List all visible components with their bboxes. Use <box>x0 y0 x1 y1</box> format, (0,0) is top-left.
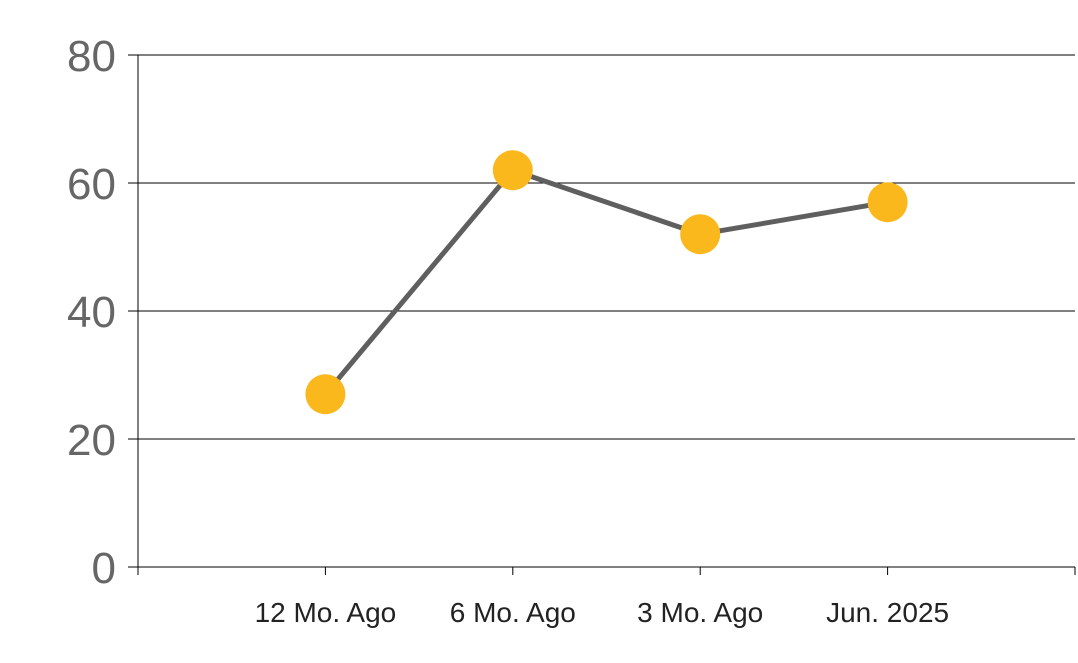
data-point <box>867 182 908 223</box>
y-tick-label: 20 <box>67 416 116 465</box>
y-tick-label: 0 <box>92 544 116 593</box>
y-tick-label: 40 <box>67 288 116 337</box>
series-line <box>323 167 889 396</box>
x-tick-label: 12 Mo. Ago <box>255 597 397 628</box>
x-tick-label: 6 Mo. Ago <box>450 597 576 628</box>
x-tick-label: 3 Mo. Ago <box>637 597 763 628</box>
series <box>305 150 908 415</box>
x-tick-label: Jun. 2025 <box>826 597 949 628</box>
data-point <box>680 214 721 255</box>
gridlines <box>128 54 1075 440</box>
x-axis-ticks: 12 Mo. Ago 6 Mo. Ago 3 Mo. Ago Jun. 2025 <box>255 597 950 628</box>
axes <box>128 55 1076 575</box>
y-tick-label: 80 <box>67 32 116 81</box>
y-axis-ticks: 0 20 40 60 80 <box>67 32 116 593</box>
data-point <box>305 374 346 415</box>
data-point <box>492 150 533 191</box>
y-tick-label: 60 <box>67 160 116 209</box>
